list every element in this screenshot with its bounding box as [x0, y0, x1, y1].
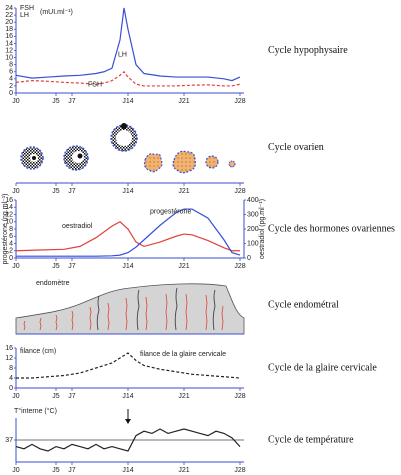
y-axis-label: filance (cm): [20, 348, 56, 355]
y-tick-label: 8: [9, 226, 13, 233]
x-tick-label: J0: [12, 263, 20, 270]
x-tick-label: J28: [234, 467, 245, 474]
y-tick-label: 18: [5, 26, 13, 33]
y-tick-label: 6: [9, 69, 13, 76]
x-tick-label: J7: [68, 188, 76, 195]
y-tick-label: 12: [5, 47, 13, 54]
x-tick-label: J14: [122, 467, 133, 474]
ovary-illustration: [20, 123, 236, 174]
x-tick-label: J28: [234, 263, 245, 270]
y-tick-label: 22: [5, 12, 13, 19]
y-tick-label: 37: [5, 437, 13, 444]
y-tick-label: 0: [9, 255, 13, 262]
y2-tick-label: 200: [247, 226, 259, 233]
y-tick-label: 2: [9, 83, 13, 90]
panel-title: Cycle de température: [268, 434, 354, 445]
y-tick-label: 8: [9, 62, 13, 69]
x-tick-label: J5: [52, 393, 60, 400]
legend-label: FSH: [20, 5, 34, 12]
y-axis-label: progestérone (ng.ml⁻¹): [2, 193, 9, 264]
y2-tick-label: 300: [247, 211, 259, 218]
x-tick-label: J21: [178, 467, 189, 474]
series-line: [15, 70, 241, 87]
y2-tick-label: 0: [247, 255, 251, 262]
x-tick-label: J21: [178, 188, 189, 195]
y-tick-label: 20: [5, 19, 13, 26]
y-tick-label: 14: [5, 40, 13, 47]
x-tick-label: J5: [52, 263, 60, 270]
x-tick-label: J21: [178, 263, 189, 270]
panel-title: Cycle hypophysaire: [268, 45, 348, 56]
y-tick-label: 4: [9, 240, 13, 247]
y-tick-label: 4: [9, 76, 13, 83]
y-tick-label: 14: [5, 204, 13, 211]
x-tick-label: J21: [178, 393, 189, 400]
x-tick-label: J28: [234, 98, 245, 105]
x-tick-label: J0: [12, 393, 20, 400]
x-tick-label: J14: [122, 98, 133, 105]
y-axis-label: T°interne (°C): [14, 407, 57, 415]
y-tick-label: 10: [5, 219, 13, 226]
x-tick-label: J28: [234, 393, 245, 400]
x-tick-label: J5: [52, 188, 60, 195]
y-tick-label: 10: [5, 54, 13, 61]
x-tick-label: J7: [68, 467, 76, 474]
series-label: filance de la glaire cervicale: [140, 351, 226, 358]
x-tick-label: J7: [68, 393, 76, 400]
series-line: [15, 221, 240, 252]
y-tick-label: 12: [5, 211, 13, 218]
x-tick-label: J7: [68, 263, 76, 270]
y-tick-label: 16: [5, 345, 13, 352]
x-tick-label: J21: [178, 98, 189, 105]
panel-title: Cycle ovarien: [268, 142, 324, 153]
x-tick-label: J14: [122, 188, 133, 195]
legend-label: LH: [20, 12, 29, 19]
y-tick-label: 24: [5, 5, 13, 12]
x-tick-label: J5: [52, 98, 60, 105]
series-line: [16, 208, 241, 257]
series-line: [15, 428, 241, 452]
y-tick-label: 0: [9, 385, 13, 392]
series-label: oestradiol: [62, 223, 93, 230]
series-line: [16, 352, 241, 379]
x-tick-label: J5: [52, 467, 60, 474]
series-label: LH: [118, 52, 127, 59]
y2-axis-label: oestradiol (pg.ml⁻¹): [259, 199, 266, 259]
y-tick-label: 8: [9, 365, 13, 372]
y-tick-label: 0: [9, 90, 13, 97]
series-line: [15, 7, 241, 82]
y2-tick-label: 100: [247, 240, 259, 247]
annotation: endomètre: [36, 280, 70, 287]
ovulation-arrowhead: [125, 419, 131, 424]
y-tick-label: 16: [5, 197, 13, 204]
series-label: progestérone: [150, 208, 191, 215]
x-tick-label: J7: [68, 98, 76, 105]
y-axis-label: (mUI.ml⁻¹): [40, 9, 73, 16]
x-tick-label: J0: [12, 467, 20, 474]
panel-title: Cycle endométral: [268, 299, 339, 310]
y-tick-label: 6: [9, 233, 13, 240]
series-label: FSH: [88, 81, 102, 88]
panel-title: Cycle de la glaire cervicale: [268, 362, 377, 373]
panel-title: Cycle des hormones ovariennes: [268, 223, 395, 234]
x-tick-label: J28: [234, 188, 245, 195]
y-tick-label: 2: [9, 248, 13, 255]
x-tick-label: J14: [122, 263, 133, 270]
y-tick-label: 16: [5, 33, 13, 40]
y2-tick-label: 400: [247, 197, 259, 204]
x-tick-label: J14: [122, 393, 133, 400]
x-tick-label: J0: [12, 188, 20, 195]
endometrium-illustration: [15, 283, 245, 335]
x-tick-label: J0: [12, 98, 20, 105]
y-tick-label: 4: [9, 375, 13, 382]
y-tick-label: 12: [5, 355, 13, 362]
